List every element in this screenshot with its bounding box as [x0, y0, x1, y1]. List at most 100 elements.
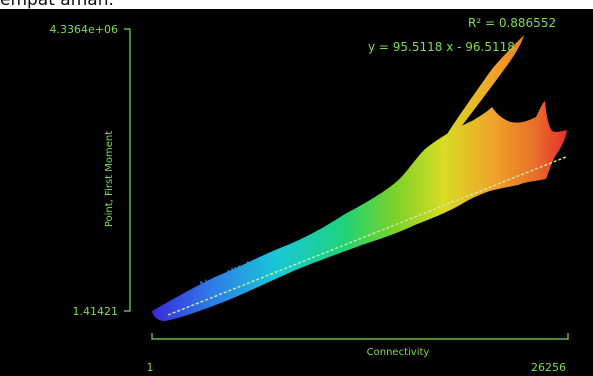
- scatter-point: [238, 265, 240, 268]
- scatter-point: [201, 290, 203, 292]
- scatter-point: [448, 151, 450, 154]
- scatter-point: [274, 257, 276, 259]
- scatter-point: [364, 208, 367, 211]
- scatter-point: [383, 197, 386, 199]
- scatter-point: [429, 163, 432, 165]
- scatter-point: [368, 202, 370, 205]
- scatter-point: [262, 262, 265, 264]
- scatter-point: [421, 165, 423, 167]
- scatter-point: [299, 247, 302, 250]
- scatter-point: [428, 160, 430, 162]
- scatter-point: [219, 280, 221, 282]
- scatter-point: [213, 284, 216, 287]
- scatter-point: [251, 263, 254, 265]
- scatter-point: [439, 151, 441, 153]
- scatter-point: [365, 206, 368, 209]
- scatter-point: [231, 277, 233, 279]
- scatter-point: [324, 236, 327, 238]
- scatter-point: [411, 174, 413, 177]
- scatter-point: [220, 281, 222, 283]
- scatter-point: [392, 185, 395, 187]
- scatter-point: [403, 184, 405, 186]
- scatter-point: [238, 271, 240, 274]
- scatter-point: [420, 166, 423, 168]
- x-tick-right: 26256: [531, 361, 566, 374]
- scatter-point: [328, 232, 331, 235]
- scatter-point: [289, 252, 291, 255]
- scatter-point: [258, 262, 261, 264]
- scatter-point: [227, 270, 230, 272]
- scatter-point: [249, 266, 252, 269]
- scatter-point: [375, 198, 378, 200]
- scatter-point: [416, 169, 418, 172]
- scatter-point: [347, 221, 349, 224]
- scatter-point: [387, 197, 390, 200]
- scatter-point: [385, 194, 387, 197]
- scatter-point: [409, 179, 411, 182]
- r-squared-label: R² = 0.886552: [468, 16, 556, 30]
- point-cloud-spike: [440, 35, 524, 145]
- scatter-point: [401, 178, 404, 180]
- scatter-point: [430, 159, 433, 161]
- scatter-point: [405, 181, 408, 183]
- scatter-chart: 4.3364e+06 1.41421 Point, First Moment 1…: [50, 16, 569, 374]
- scatter-point: [268, 255, 270, 258]
- scatter-point: [405, 176, 408, 178]
- scatter-point: [418, 169, 421, 172]
- scatter-point: [371, 204, 374, 206]
- scatter-point: [372, 203, 375, 206]
- scatter-point: [421, 168, 424, 170]
- scatter-point: [390, 193, 392, 196]
- scatter-point: [211, 279, 213, 282]
- scatter-point: [287, 250, 289, 252]
- scatter-point: [317, 234, 320, 237]
- scatter-point: [274, 254, 277, 256]
- scatter-point: [426, 165, 429, 168]
- scatter-point: [260, 260, 263, 263]
- scatter-point: [200, 281, 203, 283]
- scatter-point: [213, 277, 215, 280]
- scatter-point: [262, 257, 264, 260]
- scatter-point: [428, 160, 431, 163]
- scatter-point: [300, 239, 303, 242]
- scatter-point: [416, 176, 418, 179]
- scatter-point: [366, 202, 368, 205]
- scatter-point: [439, 160, 442, 162]
- scatter-point: [398, 182, 401, 184]
- scatter-point: [414, 177, 417, 179]
- scatter-point: [256, 261, 258, 263]
- scatter-point: [243, 271, 246, 273]
- scatter-point: [358, 215, 360, 218]
- scatter-point: [317, 232, 319, 235]
- scatter-point: [358, 209, 361, 212]
- scatter-point: [262, 256, 264, 258]
- scatter-point: [342, 224, 345, 227]
- regression-line: [167, 156, 567, 316]
- scatter-point: [210, 284, 213, 286]
- scatter-point: [411, 171, 413, 174]
- scatter-point: [434, 160, 437, 162]
- scatter-point: [360, 211, 363, 213]
- scatter-point: [234, 267, 236, 269]
- scatter-point: [319, 235, 321, 238]
- scatter-point: [389, 193, 391, 195]
- scatter-point: [438, 155, 441, 158]
- scatter-point: [305, 244, 307, 247]
- scatter-point: [415, 172, 418, 174]
- scatter-point: [346, 220, 349, 223]
- scatter-point: [231, 268, 233, 270]
- scatter-point: [377, 198, 380, 201]
- scatter-point: [219, 282, 221, 285]
- scatter-point: [381, 192, 384, 195]
- scatter-point: [371, 202, 373, 205]
- scatter-point: [399, 188, 402, 191]
- scatter-point: [339, 223, 341, 226]
- scatter-point: [398, 184, 400, 186]
- scatter-point: [418, 173, 420, 176]
- scatter-point: [238, 274, 241, 276]
- scatter-point: [440, 151, 443, 154]
- scatter-point: [248, 269, 250, 271]
- scatter-point: [258, 257, 261, 259]
- scatter-point: [282, 252, 285, 254]
- scatter-point: [291, 248, 293, 250]
